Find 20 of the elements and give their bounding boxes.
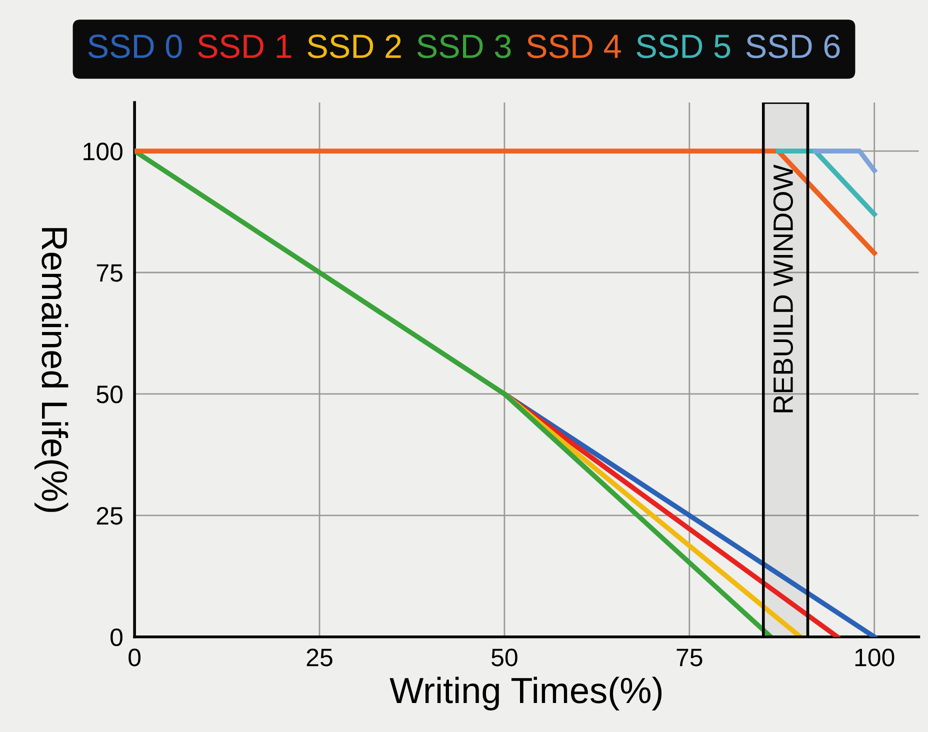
- y-tick-label: 100: [84, 142, 122, 160]
- text: SSD 5: [636, 34, 730, 58]
- x-axis-title: Writing Times(%): [390, 676, 662, 710]
- text: SSD 6: [746, 34, 840, 58]
- y-tick-label: 50: [96, 386, 122, 404]
- y-axis-title: Remained Life(%): [34, 228, 68, 512]
- text: SSD 1: [198, 34, 292, 58]
- text: SSD 4: [527, 34, 621, 58]
- band-label: REBUILD WINDOW: [773, 164, 794, 412]
- y-tick-label: 75: [96, 264, 122, 282]
- y-tick-label: 0: [110, 628, 122, 646]
- text: SSD 3: [417, 34, 511, 58]
- x-tick-label: 100: [855, 648, 894, 666]
- y-tick-label: 25: [96, 506, 122, 525]
- x-tick-label: 0: [128, 648, 141, 666]
- text: SSD 0: [88, 34, 182, 58]
- text: SSD 2: [308, 34, 401, 58]
- x-tick-label: 25: [306, 648, 332, 666]
- x-tick-label: 50: [492, 648, 518, 666]
- x-tick-label: 75: [676, 648, 702, 666]
